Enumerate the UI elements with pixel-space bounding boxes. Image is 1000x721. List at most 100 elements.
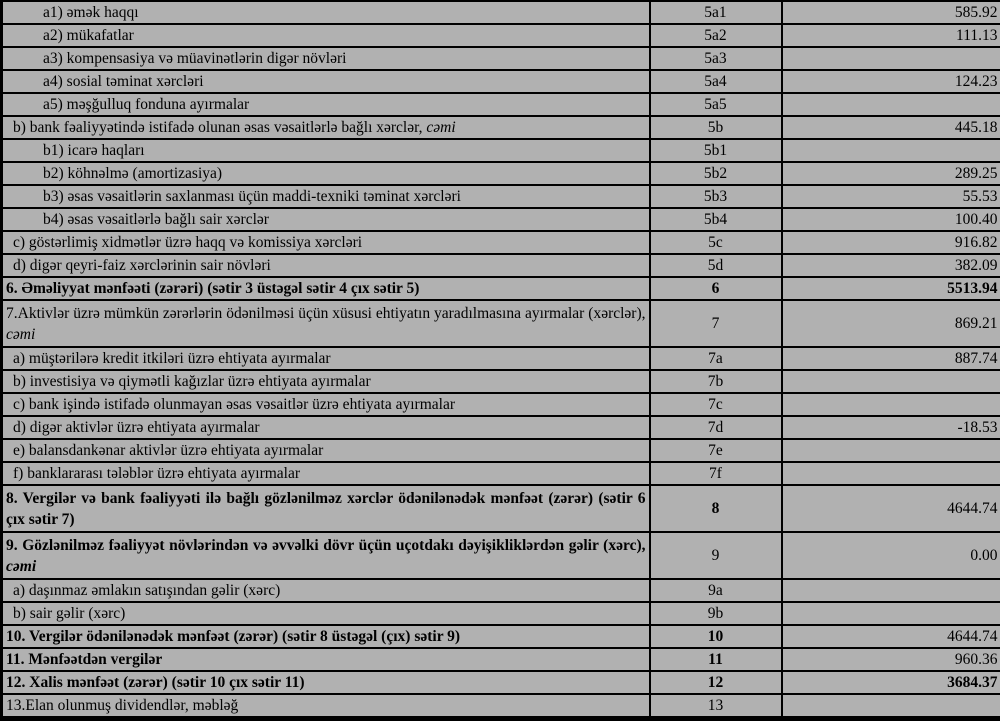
table-row: 8. Vergilər və bank fəaliyyəti ilə bağlı… [0, 484, 1000, 533]
table-row: a3) kompensasiya və müavinətlərin digər … [0, 46, 1000, 71]
row-label-cell: a1) əmək haqqı [0, 0, 651, 25]
row-label-cell: 9. Gözlənilməz fəaliyyət növlərindən və … [0, 531, 651, 580]
row-label-cell: e) balansdankənar aktivlər üzrə ehtiyata… [0, 438, 651, 463]
table-row: 7.Aktivlər üzrə mümkün zərərlərin ödənil… [0, 299, 1000, 348]
row-value [780, 369, 1000, 394]
table-row: f) banklararası tələblər üzrə ehtiyata a… [0, 461, 1000, 486]
row-label: c) göstərlimiş xidmətlər üzrə haqq və ko… [13, 233, 363, 251]
row-code: 5b [648, 115, 783, 140]
row-label: a) müştərilərə kredit itkiləri üzrə ehti… [13, 349, 331, 367]
row-code: 5d [648, 253, 783, 278]
row-value: 4644.74 [780, 624, 1000, 649]
table-row: b2) köhnəlmə (amortizasiya) 5b2 289.25 [0, 161, 1000, 186]
row-value: 124.23 [780, 69, 1000, 94]
row-label: c) bank işində istifadə olunmayan əsas v… [13, 395, 455, 413]
table-row: 6. Əməliyyat mənfəəti (zərəri) (sətir 3 … [0, 276, 1000, 301]
row-value: 4644.74 [780, 484, 1000, 533]
row-value [780, 46, 1000, 71]
row-code: 5a4 [648, 69, 783, 94]
row-label-cell: 13.Elan olunmuş dividendlər, məbləğ [0, 693, 651, 718]
row-code: 7e [648, 438, 783, 463]
row-label: 7.Aktivlər üzrə mümkün zərərlərin ödənil… [6, 304, 646, 322]
row-value [780, 601, 1000, 626]
row-label-cell: a5) məşğulluq fonduna ayırmalar [0, 92, 651, 117]
table-row: a4) sosial təminat xərcləri 5a4 124.23 [0, 69, 1000, 94]
row-label: e) balansdankənar aktivlər üzrə ehtiyata… [13, 441, 324, 459]
row-value: 289.25 [780, 161, 1000, 186]
row-label-cell: a2) mükafatlar [0, 23, 651, 48]
row-label-cell: b) investisiya və qiymətli kağızlar üzrə… [0, 369, 651, 394]
row-label: b) bank fəaliyyətində istifadə olunan əs… [13, 118, 427, 136]
row-code: 7 [648, 299, 783, 348]
row-label-italic-suffix: cəmi [6, 557, 37, 575]
row-label-cell: a) daşınmaz əmlakın satışından gəlir (xə… [0, 578, 651, 603]
row-code: 11 [648, 647, 783, 672]
row-label-cell: a3) kompensasiya və müavinətlərin digər … [0, 46, 651, 71]
row-label-cell: b) bank fəaliyyətində istifadə olunan əs… [0, 115, 651, 140]
row-label: f) banklararası tələblər üzrə ehtiyata a… [13, 464, 301, 482]
row-label-italic-suffix: cəmi [426, 118, 456, 136]
row-label-cell: d) digər aktivlər üzrə ehtiyata ayırmala… [0, 415, 651, 440]
row-code: 5a5 [648, 92, 783, 117]
row-label-cell: b2) köhnəlmə (amortizasiya) [0, 161, 651, 186]
row-code: 9b [648, 601, 783, 626]
row-label: a5) məşğulluq fonduna ayırmalar [43, 95, 250, 113]
row-code: 5c [648, 230, 783, 255]
row-label: a2) mükafatlar [43, 26, 134, 44]
row-code: 10 [648, 624, 783, 649]
row-value: -18.53 [780, 415, 1000, 440]
row-label-cell: 8. Vergilər və bank fəaliyyəti ilə bağlı… [0, 484, 651, 533]
row-label: 13.Elan olunmuş dividendlər, məbləğ [6, 696, 239, 714]
row-code: 7f [648, 461, 783, 486]
row-value: 100.40 [780, 207, 1000, 232]
row-label-cell: f) banklararası tələblər üzrə ehtiyata a… [0, 461, 651, 486]
row-label: 8. Vergilər və bank fəaliyyəti ilə bağlı… [6, 489, 646, 528]
table-row: a2) mükafatlar 5a2 111.13 [0, 23, 1000, 48]
row-label: 10. Vergilər ödənilənədək mənfəət (zərər… [6, 627, 461, 645]
row-value [780, 461, 1000, 486]
row-value: 585.92 [780, 0, 1000, 25]
row-value: 916.82 [780, 230, 1000, 255]
row-label-cell: 7.Aktivlər üzrə mümkün zərərlərin ödənil… [0, 299, 651, 348]
table-row: 10. Vergilər ödənilənədək mənfəət (zərər… [0, 624, 1000, 649]
table-row: c) bank işində istifadə olunmayan əsas v… [0, 392, 1000, 417]
table-row: b1) icarə haqları 5b1 [0, 138, 1000, 163]
table-row: 12. Xalis mənfəət (zərər) (sətir 10 çıx … [0, 670, 1000, 695]
row-label-cell: d) digər qeyri-faiz xərclərinin sair növ… [0, 253, 651, 278]
row-label: b) investisiya və qiymətli kağızlar üzrə… [13, 372, 371, 390]
row-code: 12 [648, 670, 783, 695]
table-row: b) bank fəaliyyətində istifadə olunan əs… [0, 115, 1000, 140]
row-value: 0.00 [780, 531, 1000, 580]
row-value: 3684.37 [780, 670, 1000, 695]
row-value: 445.18 [780, 115, 1000, 140]
row-value [780, 693, 1000, 718]
row-label: 6. Əməliyyat mənfəəti (zərəri) (sətir 3 … [6, 279, 420, 297]
row-value: 382.09 [780, 253, 1000, 278]
row-label: d) digər aktivlər üzrə ehtiyata ayırmala… [13, 418, 260, 436]
row-value [780, 138, 1000, 163]
table-row: 11. Mənfəətdən vergilər 11 960.36 [0, 647, 1000, 672]
row-label: d) digər qeyri-faiz xərclərinin sair növ… [13, 256, 271, 274]
row-value: 5513.94 [780, 276, 1000, 301]
row-code: 5b4 [648, 207, 783, 232]
table-row: d) digər aktivlər üzrə ehtiyata ayırmala… [0, 415, 1000, 440]
table-row: a) daşınmaz əmlakın satışından gəlir (xə… [0, 578, 1000, 603]
table-row: 13.Elan olunmuş dividendlər, məbləğ 13 [0, 693, 1000, 718]
row-label: b2) köhnəlmə (amortizasiya) [43, 164, 223, 182]
row-label: a) daşınmaz əmlakın satışından gəlir (xə… [13, 581, 281, 599]
row-code: 5b2 [648, 161, 783, 186]
row-label: a4) sosial təminat xərcləri [43, 72, 204, 90]
row-label: b3) əsas vəsaitlərin saxlanması üçün mad… [43, 187, 461, 205]
row-code: 5a2 [648, 23, 783, 48]
row-code: 13 [648, 693, 783, 718]
table-row: b3) əsas vəsaitlərin saxlanması üçün mad… [0, 184, 1000, 209]
row-value: 55.53 [780, 184, 1000, 209]
table-row: b) investisiya və qiymətli kağızlar üzrə… [0, 369, 1000, 394]
row-label-cell: b3) əsas vəsaitlərin saxlanması üçün mad… [0, 184, 651, 209]
table-row: b4) əsas vəsaitlərlə bağlı sair xərclər … [0, 207, 1000, 232]
row-label-cell: 6. Əməliyyat mənfəəti (zərəri) (sətir 3 … [0, 276, 651, 301]
row-label-cell: b) sair gəlir (xərc) [0, 601, 651, 626]
